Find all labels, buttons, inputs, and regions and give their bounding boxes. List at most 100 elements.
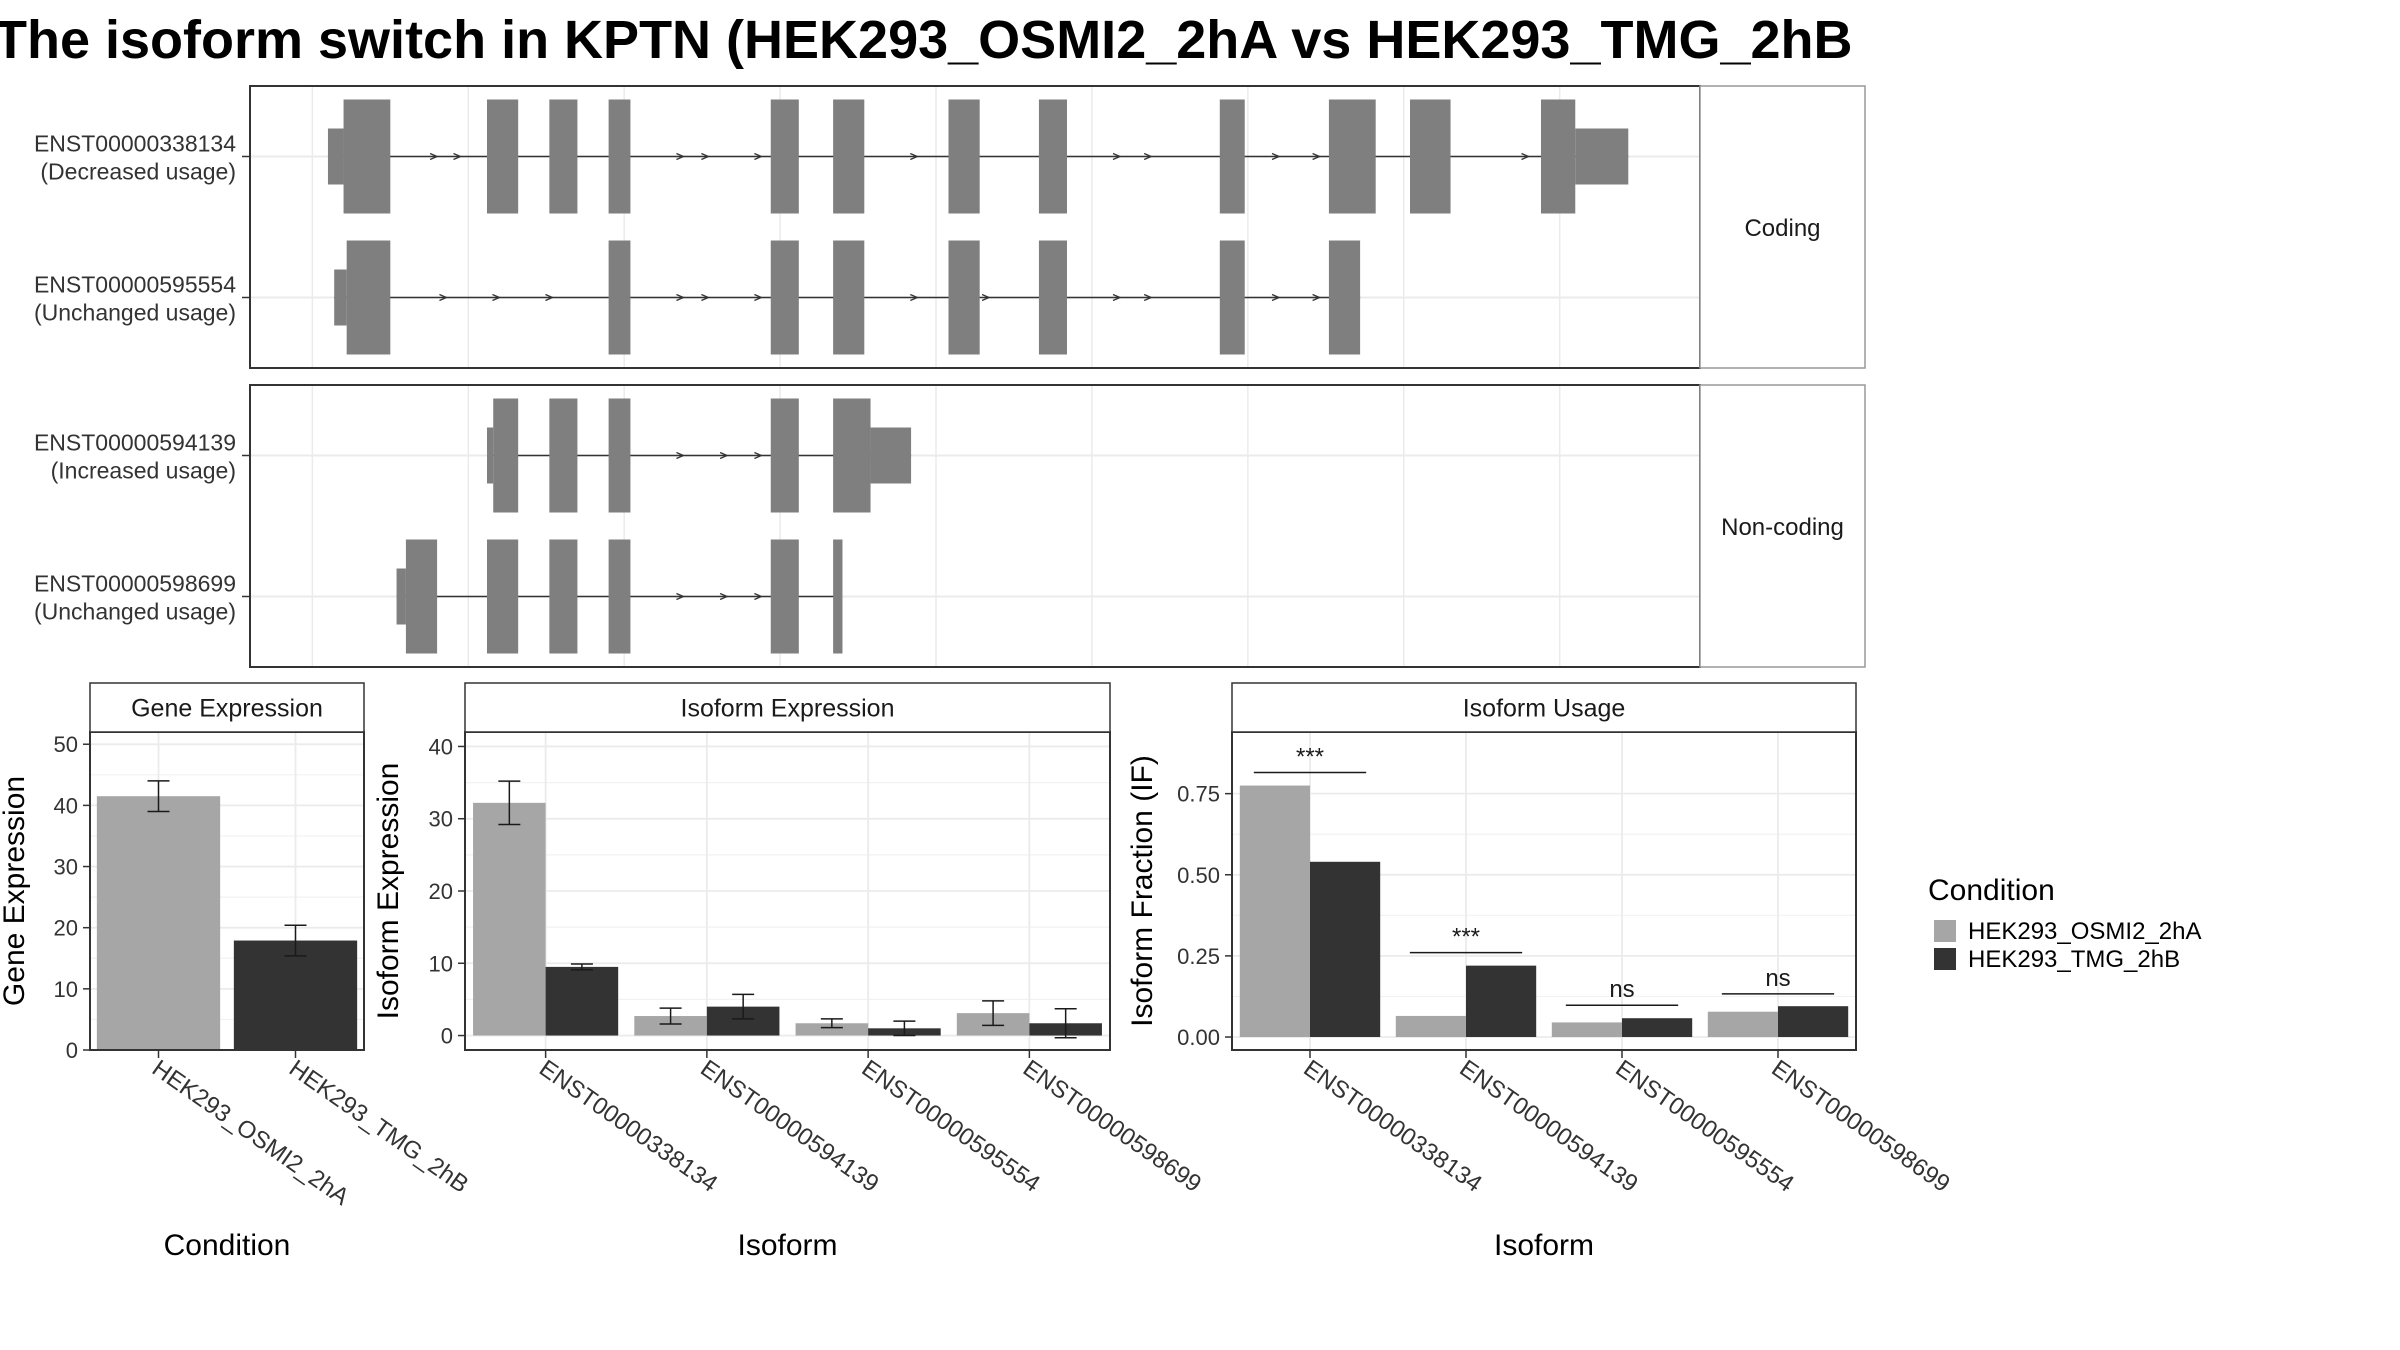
coding-exon — [608, 398, 631, 513]
transcript-id-label: ENST00000594139 — [34, 430, 236, 456]
coding-exon — [486, 539, 519, 654]
utr-exon — [1575, 128, 1629, 185]
coding-exon — [770, 240, 799, 355]
utr-exon — [327, 128, 344, 185]
facet-strip-label: Gene Expression — [131, 695, 323, 723]
coding-exon — [833, 539, 843, 654]
coding-exon — [1540, 99, 1576, 214]
strand-arrow — [1143, 152, 1153, 161]
transcript-ENST00000338134: ENST00000338134(Decreased usage) — [34, 99, 1700, 214]
strand-arrow — [719, 451, 729, 460]
coding-exon — [833, 240, 865, 355]
coding-exon — [1038, 99, 1067, 214]
x-axis-title: Condition — [164, 1229, 291, 1262]
strand-arrow — [1271, 152, 1281, 161]
y-axis-title: Gene Expression — [0, 776, 31, 1006]
transcript-ENST00000594139: ENST00000594139(Increased usage) — [34, 398, 1700, 513]
y-tick-label: 0.25 — [1177, 944, 1220, 969]
structure-panel-coding: ENST00000338134(Decreased usage) ENST0000… — [34, 85, 1866, 369]
strand-arrow — [1521, 152, 1531, 161]
strand-arrow — [676, 451, 686, 460]
facet-strip-label: Coding — [1744, 215, 1820, 242]
y-tick-label: 40 — [54, 793, 78, 818]
strand-arrow — [719, 592, 729, 601]
strand-arrow — [701, 152, 711, 161]
coding-exon — [948, 99, 980, 214]
bar — [473, 802, 546, 1036]
bar — [634, 1016, 707, 1036]
strand-arrow — [754, 592, 764, 601]
y-tick-label: 0.75 — [1177, 782, 1220, 807]
strand-arrow — [981, 293, 991, 302]
coding-exon — [1328, 240, 1361, 355]
strand-arrow — [1112, 293, 1122, 302]
y-tick-label: 50 — [54, 732, 78, 757]
strand-arrow — [453, 152, 463, 161]
y-tick-label: 0 — [66, 1038, 78, 1063]
facet-strip-label: Non-coding — [1721, 514, 1844, 541]
coding-exon — [1219, 240, 1245, 355]
x-axis-title: Isoform — [737, 1229, 837, 1262]
legend-label: HEK293_OSMI2_2hA — [1968, 918, 2201, 945]
y-tick-label: 0.50 — [1177, 863, 1220, 888]
y-axis-title: Isoform Expression — [372, 763, 405, 1020]
facet-strip-label: Isoform Expression — [681, 695, 895, 723]
bar — [233, 940, 358, 1050]
strand-arrow — [910, 293, 919, 302]
coding-exon — [486, 99, 519, 214]
strand-arrow — [676, 293, 686, 302]
legend-swatch — [1934, 948, 1956, 970]
facet-strip — [1231, 682, 1857, 733]
bar — [1551, 1022, 1622, 1038]
transcript-usage-label: (Increased usage) — [51, 458, 236, 484]
coding-exon — [608, 99, 631, 214]
y-tick-label: 20 — [429, 879, 453, 904]
coding-exon — [608, 240, 631, 355]
coding-exon — [948, 240, 980, 355]
y-tick-label: 10 — [429, 951, 453, 976]
y-tick-label: 30 — [429, 807, 453, 832]
strand-arrow — [1112, 152, 1122, 161]
x-axis-title: Isoform — [1494, 1229, 1594, 1262]
legend-title: Condition — [1928, 874, 2055, 907]
transcript-usage-label: (Unchanged usage) — [34, 599, 236, 625]
coding-exon — [833, 99, 865, 214]
transcript-structure-panels: ENST00000338134(Decreased usage) ENST0000… — [34, 85, 1866, 668]
coding-exon — [833, 398, 871, 513]
utr-exon — [334, 269, 347, 326]
coding-exon — [405, 539, 438, 654]
strand-arrow — [1312, 152, 1322, 161]
transcript-ENST00000598699: ENST00000598699(Unchanged usage) — [34, 539, 1700, 654]
legend-swatch — [1934, 920, 1956, 942]
transcript-id-label: ENST00000595554 — [34, 272, 236, 298]
y-tick-label: 20 — [54, 916, 78, 941]
bar — [1239, 785, 1310, 1038]
utr-exon — [486, 427, 494, 484]
coding-exon — [608, 539, 631, 654]
transcript-usage-label: (Decreased usage) — [40, 159, 236, 185]
strand-arrow — [754, 152, 764, 161]
strand-arrow — [545, 293, 555, 302]
strand-arrow — [910, 152, 919, 161]
bar — [795, 1023, 869, 1036]
significance-label: ns — [1609, 976, 1634, 1003]
facet-strip — [89, 682, 365, 733]
coding-exon — [343, 99, 391, 214]
coding-exon — [549, 99, 578, 214]
utr-exon — [870, 427, 912, 484]
y-tick-label: 10 — [54, 977, 78, 1002]
facet-strip — [464, 682, 1111, 733]
y-tick-label: 0.00 — [1177, 1025, 1220, 1050]
coding-exon — [1038, 240, 1067, 355]
bar — [1707, 1011, 1778, 1038]
strand-arrow — [439, 293, 449, 302]
strand-arrow — [754, 451, 764, 460]
strand-arrow — [676, 592, 686, 601]
strand-arrow — [1312, 293, 1322, 302]
strand-arrow — [492, 293, 502, 302]
structure-panel-non-coding: ENST00000594139(Increased usage)ENST0000… — [34, 384, 1866, 668]
significance-label: ns — [1765, 965, 1790, 992]
coding-exon — [770, 99, 799, 214]
